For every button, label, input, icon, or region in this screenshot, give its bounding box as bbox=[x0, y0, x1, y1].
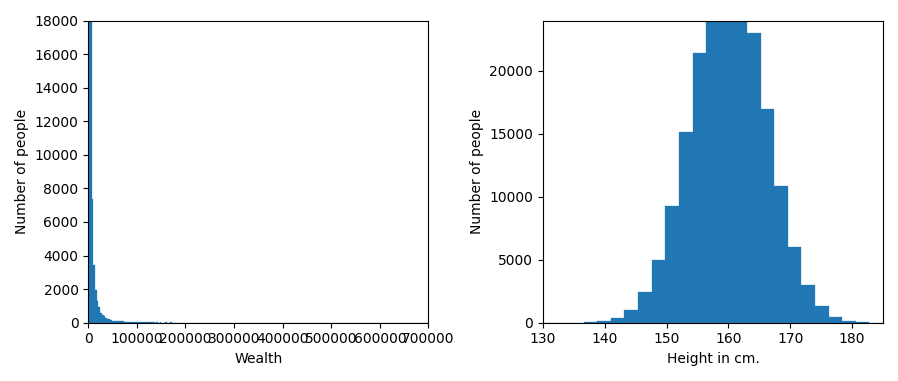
Bar bbox=[120, 321, 122, 323]
Bar bbox=[692, 53, 706, 323]
Bar bbox=[761, 109, 774, 323]
Bar bbox=[114, 321, 116, 323]
Bar bbox=[136, 322, 137, 323]
Bar bbox=[99, 307, 101, 323]
Bar bbox=[128, 322, 129, 323]
Bar bbox=[747, 34, 761, 323]
X-axis label: Wealth: Wealth bbox=[234, 352, 283, 366]
Bar bbox=[143, 322, 145, 323]
Bar bbox=[101, 315, 103, 323]
Bar bbox=[105, 318, 107, 323]
Bar bbox=[88, 0, 90, 323]
Bar bbox=[597, 321, 611, 323]
Bar bbox=[734, 0, 747, 323]
Bar bbox=[652, 259, 665, 323]
Bar bbox=[815, 306, 829, 323]
Bar bbox=[103, 316, 105, 323]
Bar bbox=[706, 0, 719, 323]
Y-axis label: Number of people: Number of people bbox=[470, 109, 484, 234]
Bar bbox=[109, 319, 110, 323]
Bar bbox=[665, 206, 679, 323]
Bar bbox=[95, 290, 97, 323]
Bar bbox=[134, 322, 136, 323]
Bar bbox=[679, 132, 692, 323]
Bar bbox=[719, 0, 734, 323]
Bar bbox=[93, 265, 95, 323]
Bar bbox=[133, 322, 134, 323]
Bar bbox=[126, 322, 128, 323]
Bar bbox=[122, 322, 124, 323]
Bar bbox=[801, 285, 815, 323]
Bar bbox=[774, 186, 788, 323]
Bar bbox=[92, 199, 93, 323]
Bar bbox=[842, 321, 856, 323]
Bar bbox=[149, 322, 151, 323]
Bar bbox=[638, 292, 652, 323]
Bar bbox=[829, 317, 842, 323]
Bar bbox=[611, 318, 624, 323]
Bar bbox=[129, 322, 131, 323]
Bar bbox=[624, 311, 638, 323]
Bar bbox=[788, 247, 801, 323]
Bar bbox=[118, 321, 119, 323]
Bar bbox=[110, 320, 112, 323]
Bar bbox=[856, 322, 869, 323]
Bar bbox=[124, 322, 126, 323]
Bar bbox=[131, 322, 133, 323]
Bar bbox=[116, 321, 118, 323]
Y-axis label: Number of people: Number of people bbox=[15, 109, 29, 234]
Bar bbox=[112, 320, 114, 323]
Bar bbox=[97, 301, 99, 323]
Bar bbox=[119, 321, 120, 323]
Bar bbox=[107, 319, 109, 323]
Bar bbox=[139, 322, 141, 323]
Bar bbox=[90, 0, 92, 323]
X-axis label: Height in cm.: Height in cm. bbox=[666, 352, 760, 366]
Bar bbox=[137, 322, 139, 323]
